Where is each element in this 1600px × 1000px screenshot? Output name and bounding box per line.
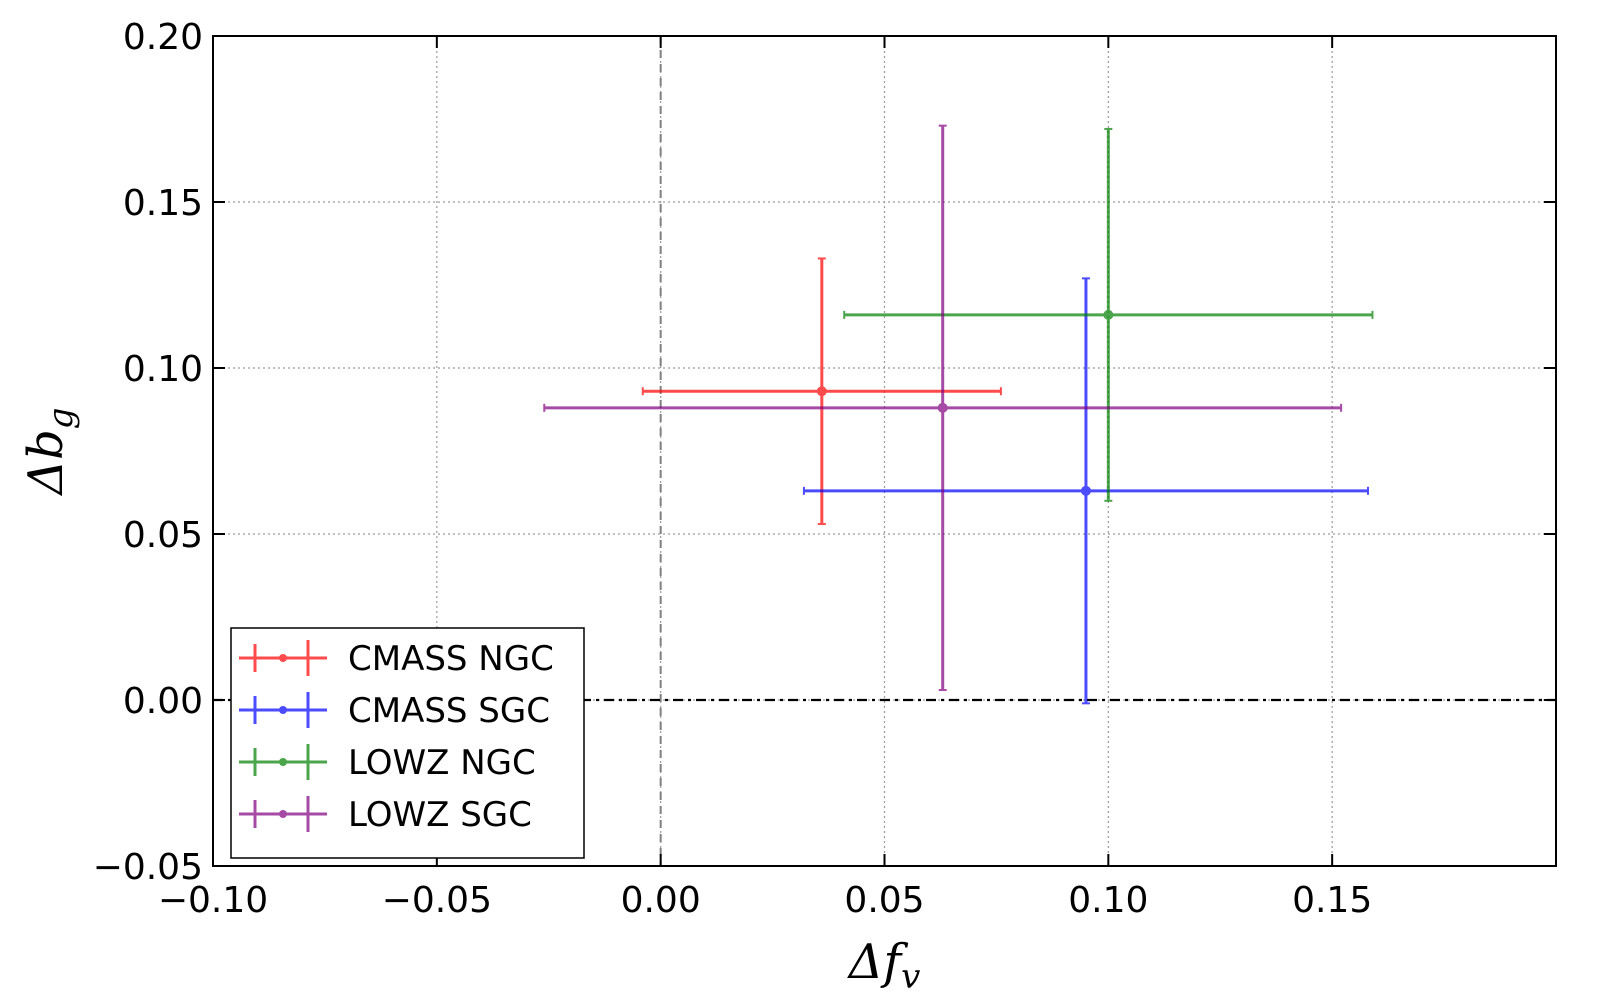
legend-box	[230, 627, 585, 859]
legend-label-cmass-ngc: CMASS NGC	[348, 639, 554, 679]
errorbar-cmass-sgc	[802, 277, 1369, 705]
x-tick-label: −0.10	[158, 880, 268, 921]
legend-label-lowz-ngc: LOWZ NGC	[348, 743, 536, 783]
y-tick-label: −0.05	[93, 847, 203, 888]
legend-marker-lowz-sgc	[239, 796, 327, 832]
legend-dot-cmass-sgc	[279, 706, 287, 714]
y-axis-label-main: Δb	[18, 429, 74, 496]
point-cmass-ngc	[816, 386, 827, 397]
legend-dot-cmass-ngc	[279, 654, 287, 662]
errorbar-lowz-sgc	[543, 124, 1343, 692]
x-axis-label-sub: v	[901, 957, 920, 997]
legend-label-lowz-sgc: LOWZ SGC	[348, 795, 532, 835]
point-lowz-sgc	[937, 402, 948, 413]
x-axis-label: Δfv	[847, 934, 921, 997]
errorbar-cmass-ngc	[641, 257, 1002, 526]
y-tick-label: 0.15	[123, 183, 203, 224]
x-tick-label: 0.15	[1292, 880, 1372, 921]
legend-dot-lowz-sgc	[279, 810, 287, 818]
y-axis-label-sub: g	[41, 407, 81, 429]
legend-marker-cmass-ngc	[239, 640, 327, 676]
legend: CMASS NGC CMASS SGC LOWZ NGC LOWZ SGC	[230, 627, 585, 859]
x-tick-label: 0.10	[1068, 880, 1148, 921]
x-axis-label-main: Δf	[847, 934, 909, 990]
legend-label-cmass-sgc: CMASS SGC	[348, 691, 550, 731]
point-cmass-sgc	[1080, 485, 1091, 496]
legend-marker-lowz-ngc	[239, 744, 327, 780]
y-tick-label: 0.00	[123, 681, 203, 722]
point-lowz-ngc	[1103, 309, 1114, 320]
y-tick-label: 0.10	[123, 349, 203, 390]
y-axis-label: Δbg	[18, 407, 81, 496]
y-tick-label: 0.20	[123, 17, 203, 58]
y-tick-label: 0.05	[123, 515, 203, 556]
axis-ticks: −0.10 −0.05 0.00 0.05 0.10 0.15−0.050.000.050…	[93, 17, 1556, 921]
errorbar-lowz-ngc	[843, 127, 1374, 502]
x-tick-label: −0.05	[382, 880, 492, 921]
x-tick-label: 0.00	[621, 880, 701, 921]
legend-marker-cmass-sgc	[239, 692, 327, 728]
series-layer	[543, 124, 1374, 705]
x-tick-label: 0.05	[844, 880, 924, 921]
legend-dot-lowz-ngc	[279, 758, 287, 766]
